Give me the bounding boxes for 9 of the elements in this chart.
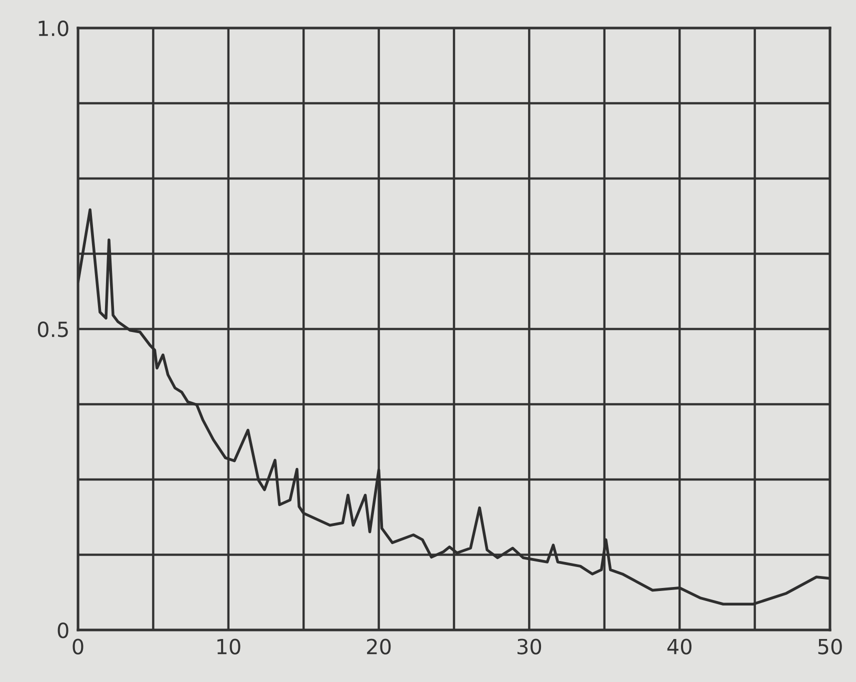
x-tick-label: 40 — [667, 638, 692, 654]
x-tick-label: 20 — [367, 638, 391, 654]
y-tick-label: 1.0 — [38, 20, 68, 36]
x-tick-label: 10 — [217, 638, 240, 654]
y-tick-label: 0 — [58, 622, 68, 638]
x-tick-label: 50 — [818, 638, 842, 654]
x-tick-label: 0 — [72, 638, 84, 654]
y-tick-label: 0.5 — [38, 321, 68, 338]
x-tick-label: 30 — [518, 638, 542, 654]
